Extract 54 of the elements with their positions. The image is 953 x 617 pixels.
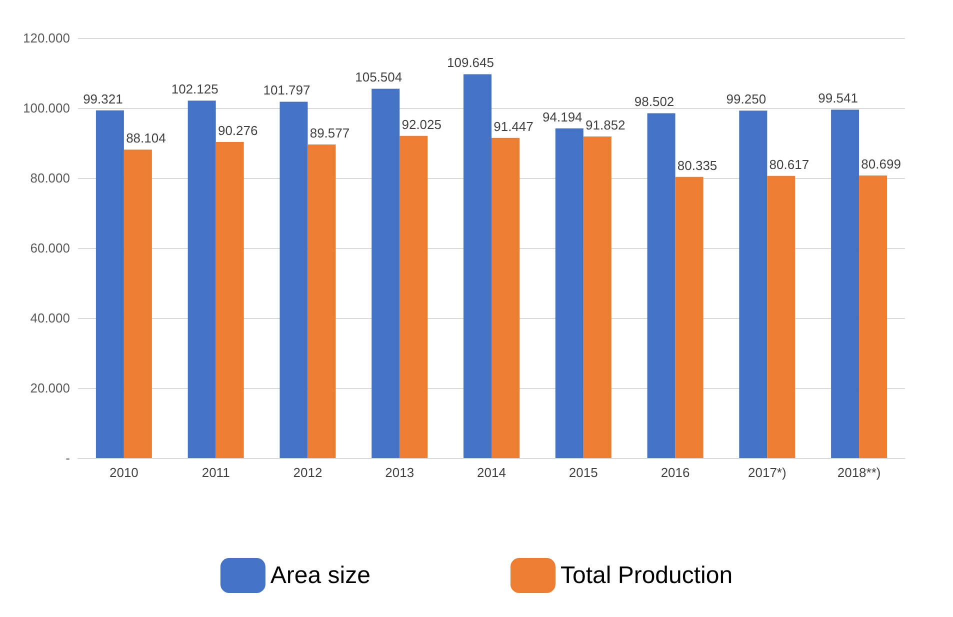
x-tick-label: 2012 <box>293 465 322 480</box>
y-tick-label: 120.000 <box>23 30 70 46</box>
bar <box>216 142 244 458</box>
bar <box>124 150 152 458</box>
data-label: 101.797 <box>263 82 310 98</box>
bar <box>96 110 124 458</box>
x-tick-label: 2010 <box>109 465 138 480</box>
bar <box>739 110 768 458</box>
data-label: 109.645 <box>447 55 494 70</box>
data-label: 99.250 <box>726 92 766 107</box>
data-label: 98.502 <box>634 94 674 110</box>
x-tick-label: 2013 <box>385 465 414 480</box>
legend-label: Total Production <box>560 562 733 589</box>
data-label: 102.125 <box>171 82 218 97</box>
data-label: 91.447 <box>494 118 534 134</box>
bar <box>464 74 492 458</box>
bar <box>647 113 676 458</box>
data-label: 99.541 <box>818 90 858 106</box>
data-label: 99.321 <box>83 91 123 106</box>
x-tick-label: 2018**) <box>837 465 881 480</box>
data-label: 88.104 <box>126 130 166 146</box>
data-label: 94.194 <box>542 109 582 124</box>
bar <box>400 136 428 458</box>
x-tick-label: 2015 <box>568 465 598 480</box>
data-label: 105.504 <box>355 70 402 85</box>
bar <box>583 136 612 458</box>
bar <box>555 128 584 458</box>
y-tick-label: - <box>66 450 70 466</box>
y-tick-label: 80.000 <box>30 170 70 186</box>
x-tick-label: 2016 <box>660 465 690 480</box>
y-tick-label: 20.000 <box>30 380 70 396</box>
bar <box>372 88 400 458</box>
data-label: 92.025 <box>402 116 442 132</box>
y-tick-label: 100.000 <box>23 100 70 116</box>
data-label: 80.335 <box>677 158 718 173</box>
bar <box>767 176 796 458</box>
bar <box>675 176 704 458</box>
data-label: 90.276 <box>218 123 258 138</box>
bar <box>308 144 336 458</box>
bar <box>492 138 520 458</box>
bar <box>831 110 860 458</box>
bar <box>280 102 308 458</box>
x-tick-label: 2011 <box>202 465 230 480</box>
bar <box>188 100 216 458</box>
x-tick-label: 2014 <box>477 465 506 480</box>
data-label: 80.617 <box>769 156 810 172</box>
y-tick-label: 40.000 <box>30 310 70 326</box>
x-tick-label: 2017*) <box>748 465 786 480</box>
data-label: 80.699 <box>861 156 901 172</box>
data-label: 91.852 <box>586 118 626 133</box>
bar <box>859 176 888 458</box>
legend-label: Area size <box>270 562 370 589</box>
data-label: 89.577 <box>310 125 350 140</box>
y-tick-label: 60.000 <box>30 240 70 256</box>
